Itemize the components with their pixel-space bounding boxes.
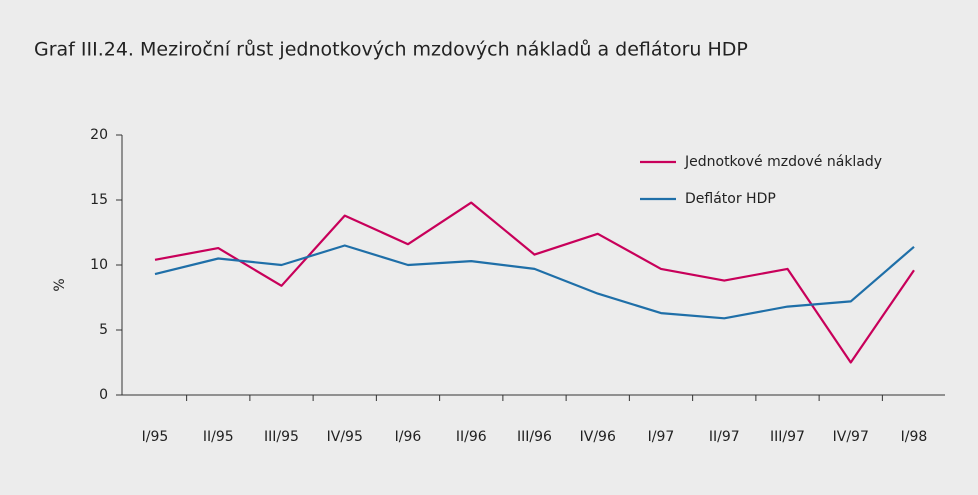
x-tick-label: II/96 xyxy=(456,429,487,445)
x-tick-label: III/97 xyxy=(770,429,805,445)
y-axis-label: % xyxy=(52,278,68,291)
x-tick-label: I/98 xyxy=(901,429,928,445)
y-tick-label: 20 xyxy=(90,127,108,143)
y-tick-label: 5 xyxy=(99,322,108,338)
x-tick-label: III/95 xyxy=(264,429,299,445)
x-tick-label: IV/95 xyxy=(327,429,363,445)
x-tick-label: IV/96 xyxy=(580,429,616,445)
legend-label: Jednotkové mzdové náklady xyxy=(684,154,882,170)
x-tick-label: II/95 xyxy=(203,429,234,445)
x-tick-label: I/97 xyxy=(648,429,675,445)
x-tick-label: III/96 xyxy=(517,429,552,445)
series-line xyxy=(154,244,915,320)
legend-label: Deflátor HDP xyxy=(685,191,776,207)
x-tick-label: I/96 xyxy=(395,429,422,445)
chart-title: Graf III.24. Meziroční růst jednotkových… xyxy=(34,39,748,61)
y-tick-label: 0 xyxy=(99,387,108,403)
x-tick-label: I/95 xyxy=(142,429,169,445)
series-line xyxy=(154,201,915,364)
x-tick-label: IV/97 xyxy=(833,429,869,445)
y-tick-label: 10 xyxy=(90,257,108,273)
y-tick-label: 15 xyxy=(90,192,108,208)
x-tick-label: II/97 xyxy=(709,429,740,445)
